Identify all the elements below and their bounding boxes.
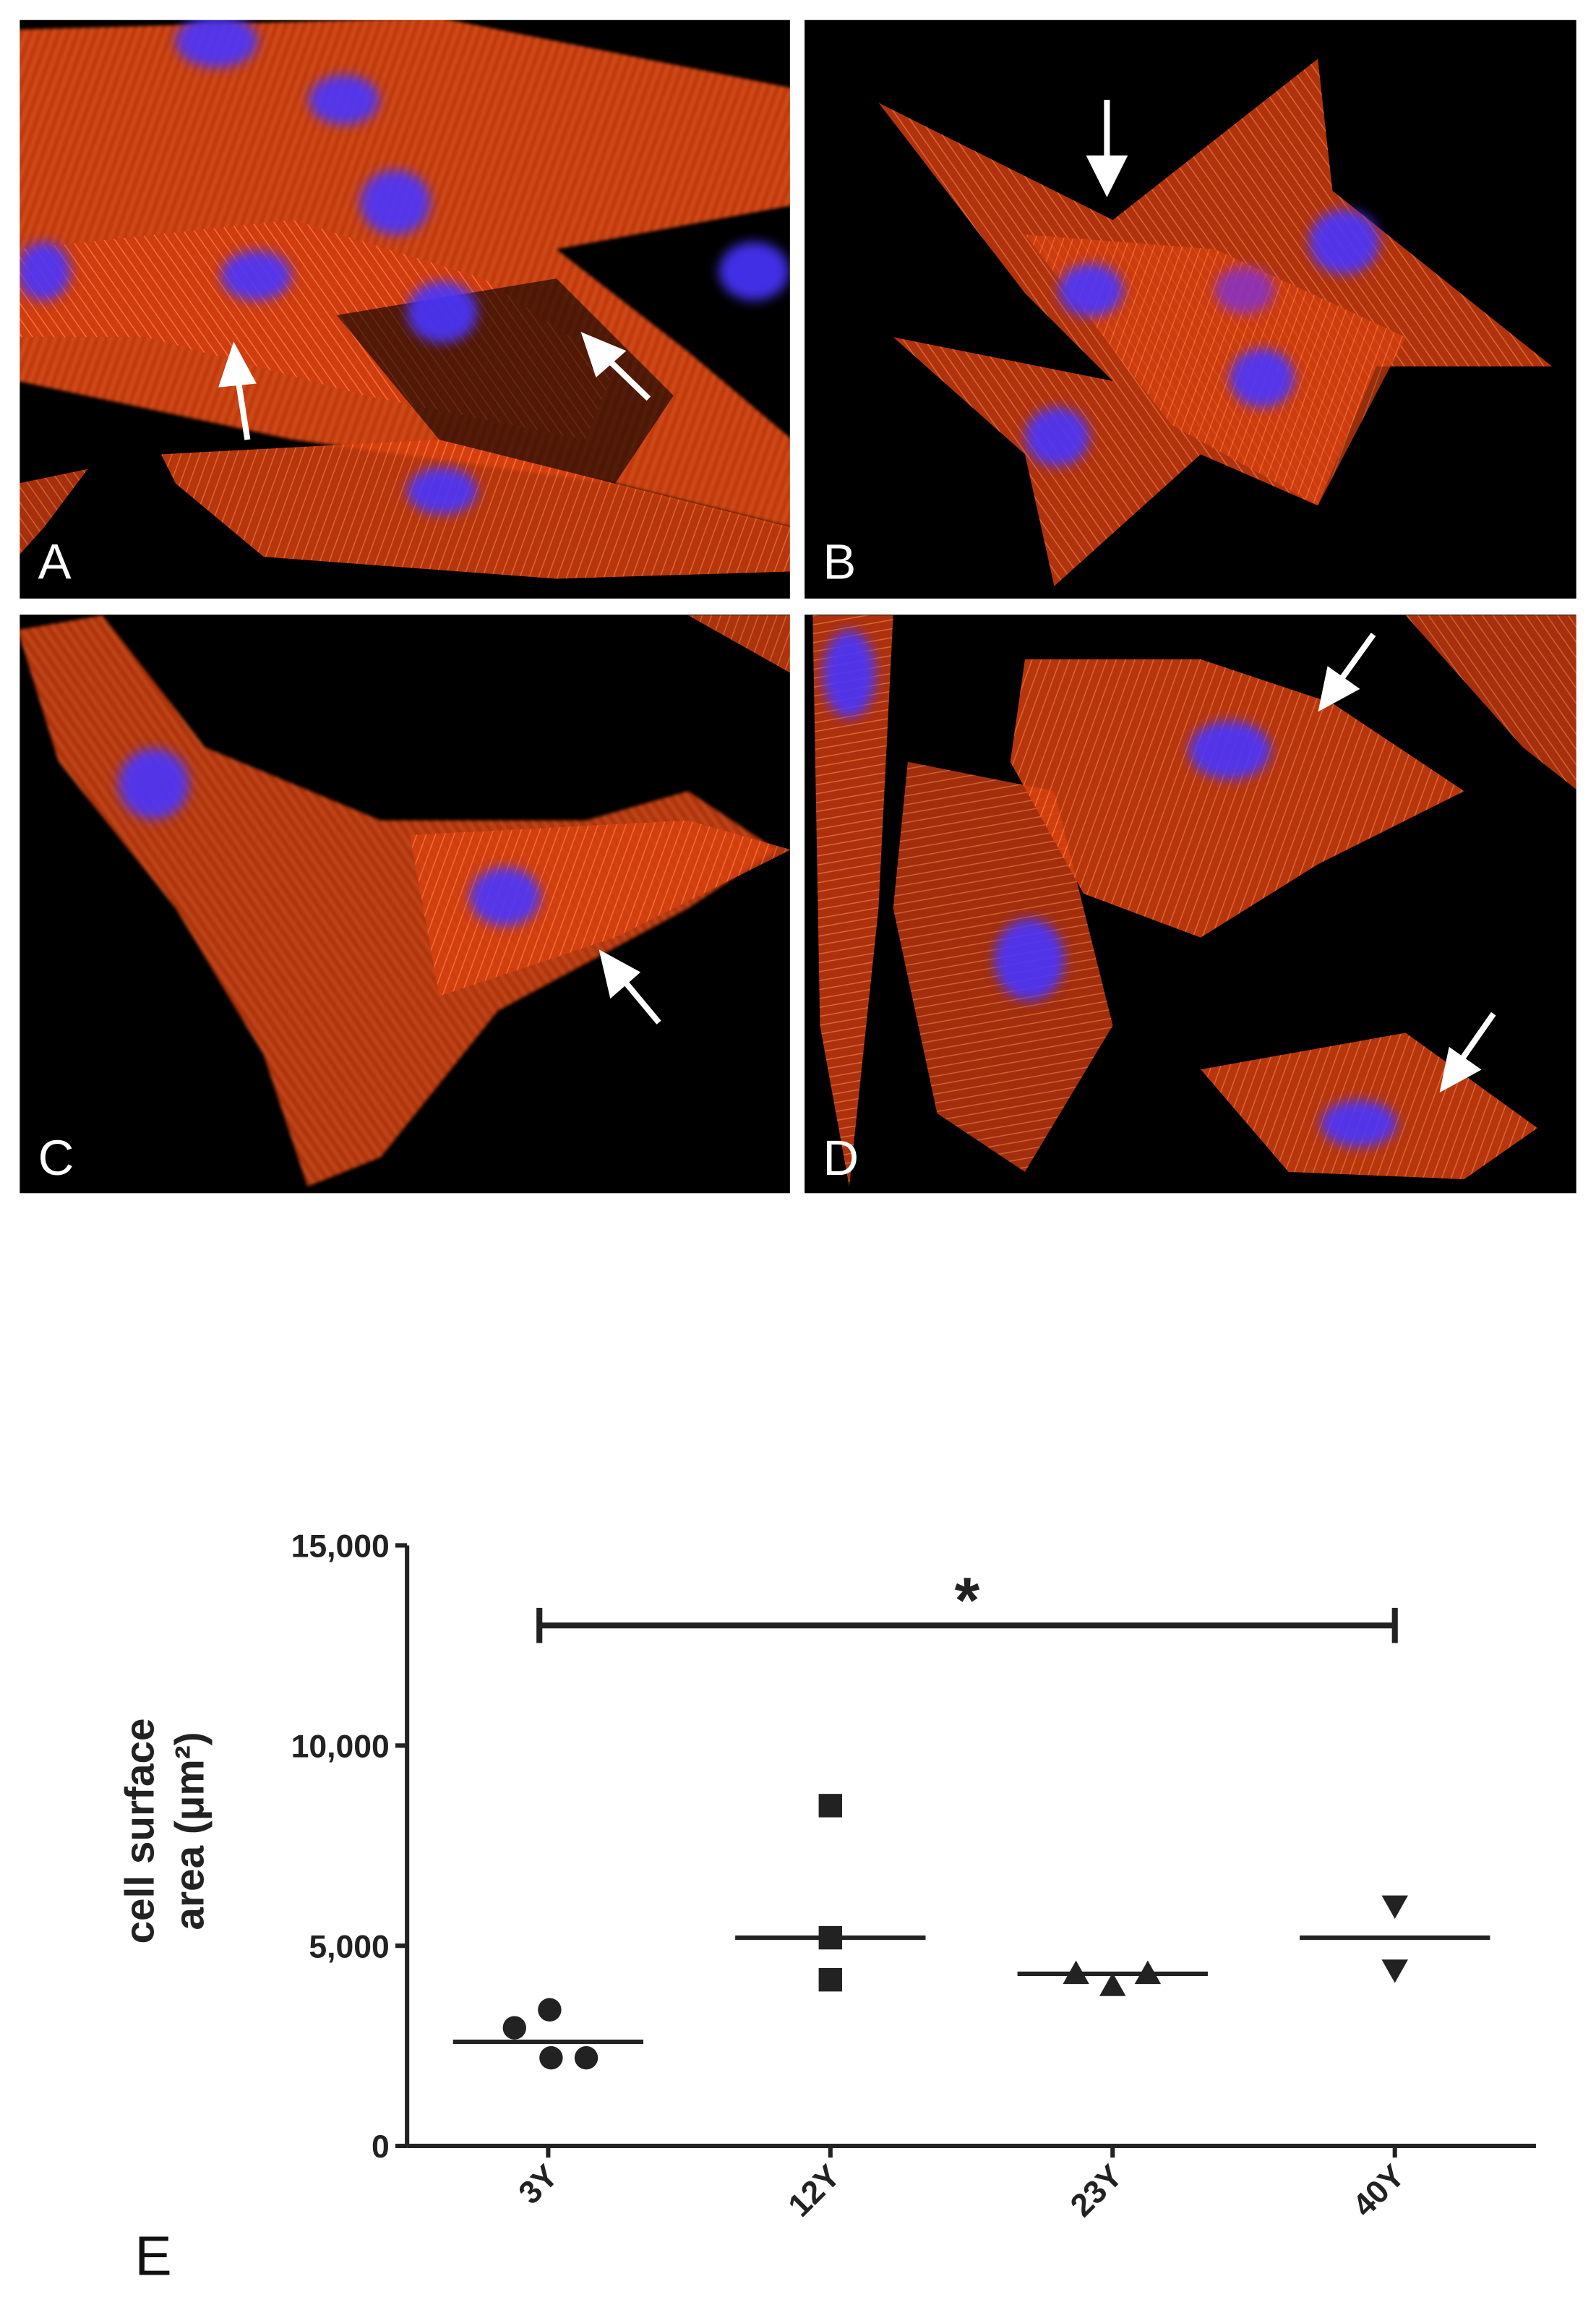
panel-label: C: [38, 1130, 74, 1186]
significance-label: *: [955, 1564, 980, 1636]
micrograph-b: [802, 17, 1579, 601]
x-tick-label: 40Y: [1346, 2158, 1412, 2224]
y-axis-label: area (μm²): [168, 1732, 213, 1930]
x-tick-label: 3Y: [512, 2158, 565, 2211]
y-tick-label: 0: [372, 2129, 390, 2165]
data-point: [1381, 1895, 1408, 1920]
data-point: [502, 2016, 526, 2040]
panel-borders: [15, 15, 1581, 1198]
data-point: [1063, 1960, 1089, 1985]
panel-label: B: [823, 534, 856, 590]
x-tick-label: 12Y: [781, 2158, 847, 2224]
panel-label: E: [134, 2225, 171, 2287]
y-tick-label: 5,000: [309, 1929, 389, 1964]
data-point: [1381, 1959, 1408, 1983]
data-point: [818, 1968, 843, 1992]
data-point: [538, 1998, 562, 2022]
data-point: [1134, 1960, 1162, 1985]
panel-label: A: [38, 534, 72, 590]
micrograph-a: [17, 17, 792, 601]
data-point: [539, 2045, 563, 2070]
chart: 0 5,000 10,000 15,000 cell surface area (μm²)…: [118, 1529, 1536, 2224]
panel-label: D: [823, 1130, 859, 1186]
y-axis-label: cell surface: [118, 1718, 163, 1943]
micrograph-c: [17, 612, 792, 1196]
data-point: [1099, 1972, 1126, 1996]
panel-labels: A B C D: [38, 534, 859, 1186]
y-tick-label: 10,000: [291, 1729, 390, 1765]
data-point: [574, 2045, 598, 2070]
x-tick-label: 23Y: [1064, 2158, 1130, 2224]
data-point: [818, 1794, 843, 1818]
y-tick-label: 15,000: [291, 1529, 390, 1565]
data-point: [818, 1925, 843, 1950]
micrograph-d: [802, 612, 1579, 1196]
